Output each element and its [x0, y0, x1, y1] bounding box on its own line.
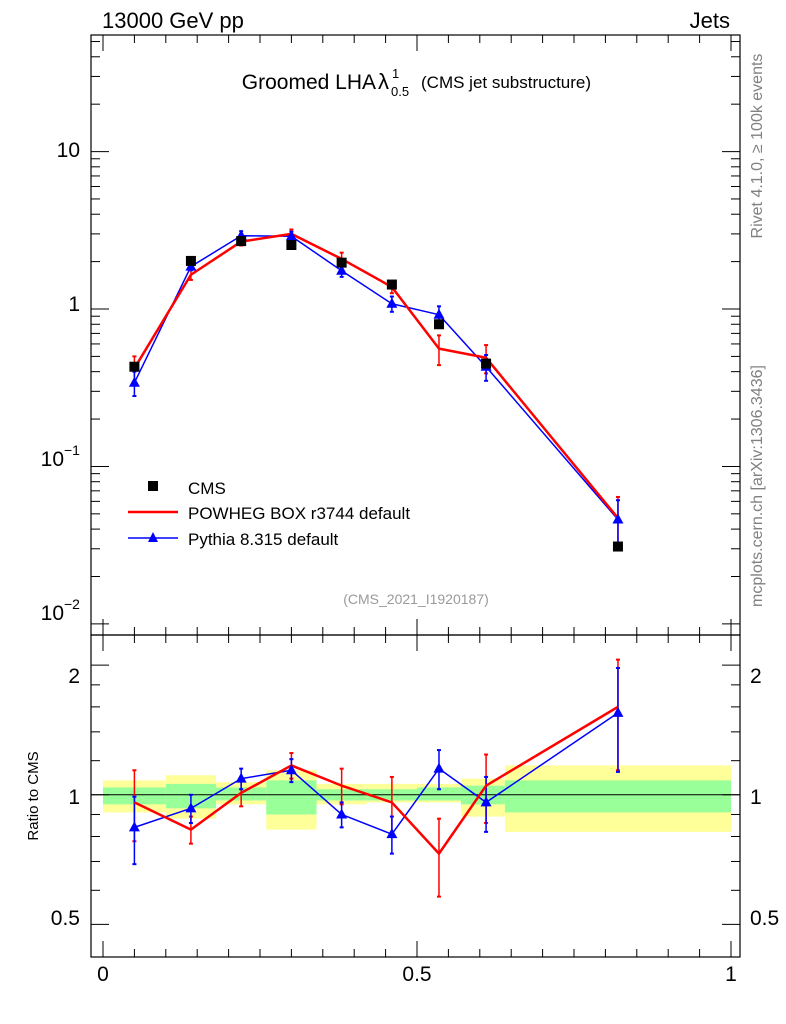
y-tick-label-0.1: 10: [41, 448, 64, 471]
ratio-pythia-marker: [185, 802, 197, 813]
ratio-pythia-marker: [128, 821, 140, 832]
ratio-pythia-marker: [386, 828, 398, 839]
legend-marker-pythia: [148, 532, 158, 542]
cms-data-point: [433, 319, 444, 330]
ratio-pythia-marker: [433, 762, 445, 773]
analysis-id-watermark: (CMS_2021_I1920187): [343, 591, 489, 607]
legend-label-cms: CMS: [188, 479, 226, 498]
cms-data-point: [129, 361, 140, 372]
plot-title: Groomed LHA λ 1 0.5 (CMS jet substructur…: [242, 66, 591, 99]
main-y-tick-labels: 10 1 10 −1 10 −2: [41, 139, 81, 625]
ratio-y-tick-labels-left: 2 1 0.5: [51, 665, 80, 930]
cms-data-point: [386, 279, 397, 290]
ratio-y-axis-label: Ratio to CMS: [25, 751, 42, 840]
powheg-line: [133, 232, 619, 519]
ratio-y-tick-label-2: 2: [68, 665, 80, 688]
ratio-pythia-marker: [235, 772, 247, 783]
cms-data-point: [336, 257, 347, 268]
x-tick-label-0.5: 0.5: [402, 963, 431, 986]
ratio-y-tick-label-0.5: 0.5: [51, 907, 80, 930]
cms-data-point: [236, 236, 247, 247]
pythia-marker: [386, 297, 398, 308]
ratio-powheg-line: [133, 705, 619, 855]
ratio-y-tick-label-0.5-right: 0.5: [750, 907, 779, 930]
plot-title-text: Groomed LHA: [242, 71, 376, 94]
plot-title-subscript: 0.5: [391, 84, 409, 99]
pythia-marker: [433, 308, 445, 319]
ratio-series-layer: [91, 658, 740, 898]
x-tick-label-0: 0: [97, 963, 109, 986]
y-tick-label-0.01-exp: −2: [64, 596, 80, 612]
ratio-y-tick-label-1-right: 1: [750, 786, 762, 809]
x-tick-labels: 0 0.5 1: [97, 963, 737, 986]
legend-label-powheg: POWHEG BOX r3744 default: [188, 504, 410, 523]
header-energy-label: 13000 GeV pp: [102, 8, 244, 33]
main-axis-ticks: [91, 35, 740, 635]
legend-label-pythia: Pythia 8.315 default: [188, 530, 339, 549]
legend-marker-cms: [148, 481, 158, 491]
ratio-pythia-marker: [480, 796, 492, 807]
y-tick-label-0.1-exp: −1: [64, 442, 80, 458]
cms-data-point: [185, 255, 196, 266]
y-tick-label-0.01: 10: [41, 602, 64, 625]
y-tick-label-10: 10: [57, 139, 80, 162]
mcplots-source-label: mcplots.cern.ch [arXiv:1306.3436]: [749, 365, 766, 607]
cms-data-point: [286, 239, 297, 250]
ratio-y-tick-label-2-right: 2: [750, 665, 762, 688]
green-band-bin-8: [504, 780, 731, 813]
plot-title-superscript: 1: [392, 66, 399, 81]
header-jets-label: Jets: [690, 8, 730, 33]
pythia-marker: [336, 264, 348, 275]
ratio-axis-ticks: [91, 635, 740, 957]
pythia-marker: [285, 230, 297, 241]
rivet-version-label: Rivet 4.1.0, ≥ 100k events: [749, 54, 766, 239]
ratio-pythia-marker: [336, 808, 348, 819]
plot-title-suffix: (CMS jet substructure): [421, 73, 591, 92]
main-series-layer: [128, 228, 624, 552]
pythia-marker: [612, 513, 624, 524]
legend: CMS POWHEG BOX r3744 default Pythia 8.31…: [128, 479, 410, 549]
ratio-pythia-marker: [612, 706, 624, 717]
cms-data-point: [481, 358, 492, 369]
pythia-marker: [128, 376, 140, 387]
ratio-y-tick-labels-right: 2 1 0.5: [750, 665, 779, 930]
green-band-bin-3: [266, 780, 317, 815]
x-tick-label-1: 1: [725, 963, 737, 986]
y-tick-label-1: 1: [68, 293, 80, 316]
ratio-plot-frame: [90, 634, 741, 958]
cms-data-point: [612, 541, 623, 552]
green-band-bin-6: [417, 787, 461, 801]
ratio-pythia-marker: [285, 764, 297, 775]
ratio-y-tick-label-1: 1: [68, 786, 80, 809]
plot-title-symbol: λ: [378, 69, 389, 94]
